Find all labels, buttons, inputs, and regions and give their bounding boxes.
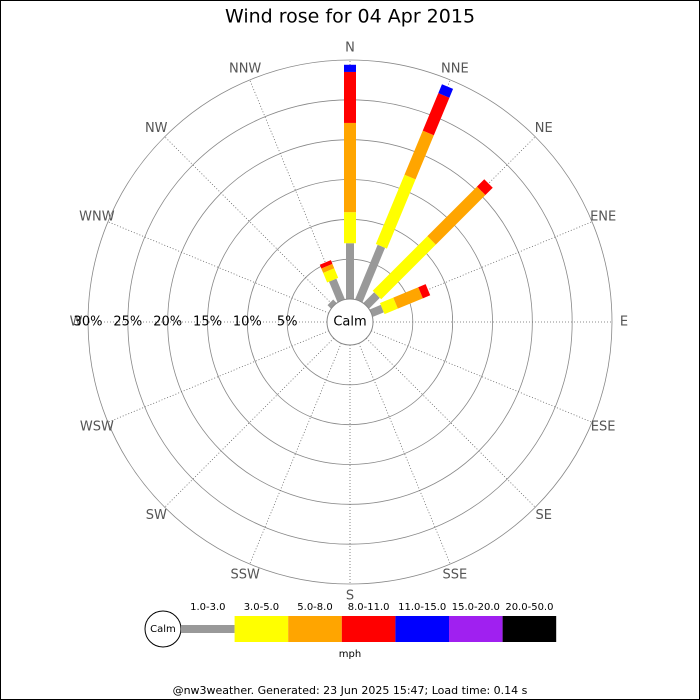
ring xyxy=(87,59,613,585)
direction-label: NNW xyxy=(229,61,261,76)
direction-label: S xyxy=(346,589,354,604)
calm-circle xyxy=(326,298,374,346)
bar-segment xyxy=(319,260,333,269)
direction-label: NE xyxy=(535,121,553,136)
bar-segment xyxy=(427,186,486,245)
legend-label: 5.0-8.0 xyxy=(297,602,332,613)
direction-label: SSE xyxy=(442,568,467,583)
bar-segment xyxy=(404,130,434,180)
spoke xyxy=(249,343,342,565)
direction-label: SW xyxy=(146,508,167,523)
direction-label: ENE xyxy=(590,210,616,225)
spoke xyxy=(107,330,329,423)
r-tick-label: 30% xyxy=(74,315,103,330)
bar-segment xyxy=(422,93,450,136)
legend-label: 11.0-15.0 xyxy=(398,602,446,613)
bar-segment xyxy=(344,212,356,244)
bar-segment xyxy=(327,299,337,309)
bar-segment xyxy=(328,278,345,303)
spoke xyxy=(358,343,451,565)
legend-swatch xyxy=(234,616,289,642)
calm-label: Calm xyxy=(333,315,366,330)
r-tick-label: 5% xyxy=(277,315,298,330)
chart-title: Wind rose for 04 Apr 2015 xyxy=(225,6,475,28)
legend-label: 3.0-5.0 xyxy=(244,602,279,613)
spoke xyxy=(107,221,329,314)
bar-segment xyxy=(476,179,493,196)
bar-segment xyxy=(418,284,431,299)
bar-segment xyxy=(344,71,356,123)
legend-label: 8.0-11.0 xyxy=(348,602,390,613)
direction-label: SE xyxy=(536,508,552,523)
direction-label: WNW xyxy=(79,210,115,225)
legend-calm-label: Calm xyxy=(150,624,176,635)
legend-label: 20.0-50.0 xyxy=(505,602,553,613)
bar-segment xyxy=(438,84,454,98)
direction-label: N xyxy=(345,41,355,56)
bar-segment xyxy=(323,268,339,283)
direction-label: W xyxy=(70,315,83,330)
direction-label: NNE xyxy=(441,61,469,76)
bar-segment xyxy=(321,263,335,273)
direction-label: WSW xyxy=(80,419,114,434)
bar-segment xyxy=(344,64,356,72)
spoke xyxy=(164,136,335,307)
spoke xyxy=(371,330,593,423)
unit-label: mph xyxy=(339,649,361,660)
legend-swatch xyxy=(288,616,342,642)
legend-label: 1.0-3.0 xyxy=(190,602,225,613)
legend-swatch xyxy=(181,625,235,633)
legend-swatch xyxy=(341,616,396,642)
legend-swatch xyxy=(395,616,449,642)
direction-label: E xyxy=(620,315,628,330)
r-tick-label: 20% xyxy=(153,315,182,330)
bar-segment xyxy=(375,174,416,249)
footer: @nw3weather. Generated: 23 Jun 2025 15:4… xyxy=(173,684,528,697)
bar-segment xyxy=(379,297,398,315)
bar-segment xyxy=(346,243,354,299)
r-tick-label: 15% xyxy=(193,315,222,330)
direction-label: ESE xyxy=(591,419,616,434)
bar-segment xyxy=(393,287,423,309)
spoke xyxy=(365,337,536,508)
spoke xyxy=(164,337,335,508)
direction-label: NW xyxy=(145,121,168,136)
bar-segment xyxy=(372,236,436,300)
legend-swatch xyxy=(449,616,503,642)
bar-segment xyxy=(363,292,380,309)
legend-label: 15.0-20.0 xyxy=(452,602,500,613)
bar-segment xyxy=(344,122,356,213)
direction-label: SSW xyxy=(230,568,260,583)
r-tick-label: 10% xyxy=(233,315,262,330)
r-tick-label: 25% xyxy=(113,315,142,330)
legend-swatch xyxy=(502,616,557,642)
bar-segment xyxy=(369,304,384,317)
bar-segment xyxy=(355,244,386,303)
